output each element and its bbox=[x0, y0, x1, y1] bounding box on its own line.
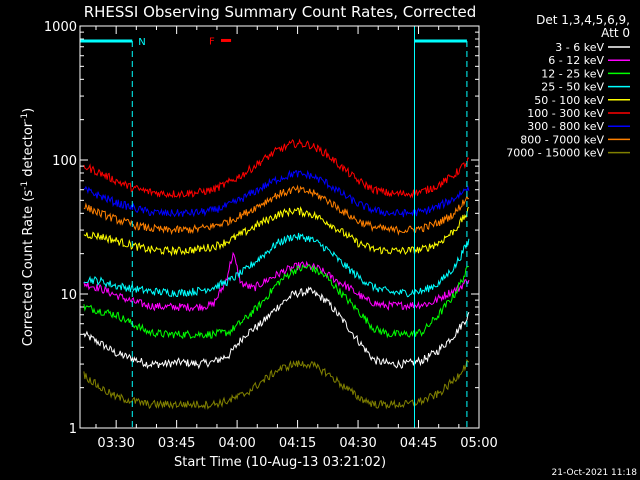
x-axis-label: Start Time (10-Aug-13 03:21:02) bbox=[174, 455, 386, 470]
legend-label-2: 12 - 25 keV bbox=[541, 67, 604, 80]
night-label: N bbox=[138, 37, 145, 48]
y-axis-label-part-2: detector bbox=[21, 121, 36, 181]
x-tick-label: 04:00 bbox=[218, 436, 255, 451]
y-axis-label-sup-2: -1 bbox=[20, 113, 30, 122]
legend-header-2: Att 0 bbox=[601, 26, 630, 40]
chart-title: RHESSI Observing Summary Count Rates, Co… bbox=[84, 3, 477, 21]
legend-label-4: 50 - 100 keV bbox=[534, 94, 604, 107]
series-line-2 bbox=[83, 264, 470, 340]
y-axis-label: Corrected Count Rate (s-1 detector-1) bbox=[20, 108, 36, 346]
legend-label-3: 25 - 50 keV bbox=[541, 81, 604, 94]
legend-label-8: 7000 - 15000 keV bbox=[506, 147, 604, 160]
series-line-1 bbox=[83, 251, 470, 313]
series-line-8 bbox=[83, 358, 470, 410]
y-tick-label: 1000 bbox=[44, 20, 77, 35]
y-axis-label-sup-1: -1 bbox=[20, 181, 30, 190]
x-tick-label: 05:00 bbox=[460, 436, 497, 451]
y-tick-label: 100 bbox=[52, 154, 77, 169]
footer-timestamp: 21-Oct-2021 11:18 bbox=[552, 468, 638, 478]
x-tick-label: 03:45 bbox=[158, 436, 195, 451]
y-tick-label: 10 bbox=[60, 288, 77, 303]
x-tick-label: 04:15 bbox=[279, 436, 316, 451]
x-tick-label: 03:30 bbox=[97, 436, 134, 451]
legend-label-0: 3 - 6 keV bbox=[555, 41, 604, 54]
series-line-3 bbox=[83, 232, 470, 298]
series-line-0 bbox=[83, 286, 470, 370]
legend-header-1: Det 1,3,4,5,6,9, bbox=[536, 13, 630, 27]
series-line-6 bbox=[83, 169, 470, 218]
legend-label-5: 100 - 300 keV bbox=[527, 107, 604, 120]
series-line-4 bbox=[83, 206, 470, 257]
legend-label-1: 6 - 12 keV bbox=[548, 54, 604, 67]
series-line-7 bbox=[83, 184, 470, 236]
y-axis-label-part-3: ) bbox=[21, 108, 36, 113]
x-tick-label: 04:30 bbox=[339, 436, 376, 451]
y-axis-label-part-1: Corrected Count Rate (s bbox=[21, 190, 36, 347]
x-tick-label: 04:45 bbox=[400, 436, 437, 451]
legend-label-6: 300 - 800 keV bbox=[527, 120, 604, 133]
y-tick-label: 1 bbox=[69, 422, 77, 437]
legend-label-7: 800 - 7000 keV bbox=[520, 133, 604, 146]
flare-label: F bbox=[209, 36, 215, 47]
series-line-5 bbox=[83, 138, 470, 199]
plot-frame bbox=[79, 25, 480, 429]
